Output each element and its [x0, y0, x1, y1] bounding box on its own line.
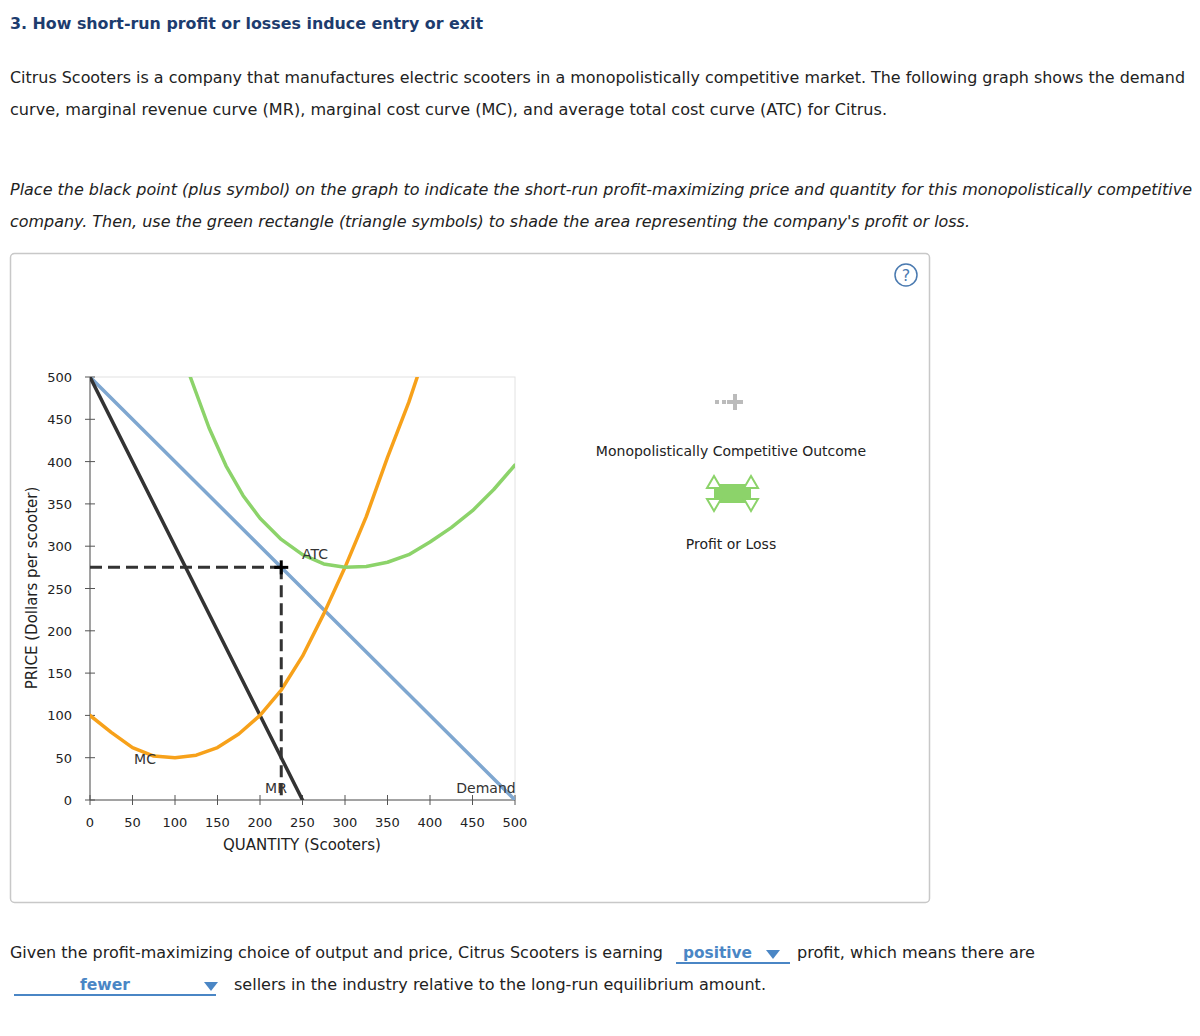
instruction-line: company. Then, use the green rectangle (…	[10, 212, 970, 231]
area-handle	[707, 499, 721, 511]
y-tick	[85, 503, 95, 504]
dropdown-arrow	[766, 950, 780, 959]
area-handle	[744, 499, 758, 511]
y-tick-label: 200	[47, 624, 72, 639]
x-tick-label: 200	[248, 815, 273, 830]
y-tick-label: 350	[47, 497, 72, 512]
y-tick-label: 150	[47, 666, 72, 681]
y-tick	[85, 588, 95, 589]
answer-text: profit, which means there are	[797, 943, 1035, 962]
curve-label: ATC	[302, 546, 328, 562]
palette-point-label: Monopolistically Competitive Outcome	[596, 443, 866, 459]
x-tick-label: 100	[163, 815, 188, 830]
x-tick-label: 350	[375, 815, 400, 830]
palette-area-label: Profit or Loss	[686, 536, 776, 552]
x-tick	[175, 795, 176, 805]
dropdown-underline	[14, 994, 216, 996]
plus-v	[733, 394, 737, 410]
y-tick	[85, 673, 95, 674]
outcome-point[interactable]	[274, 560, 288, 574]
y-tick-label: 400	[47, 455, 72, 470]
x-tick-label: 50	[124, 815, 141, 830]
y-tick	[85, 546, 95, 547]
curve-mr	[90, 377, 303, 800]
x-tick-label: 150	[205, 815, 230, 830]
y-axis-label: PRICE (Dollars per scooter)	[23, 487, 41, 690]
palette-point[interactable]	[715, 394, 743, 410]
dropdown[interactable]: fewer	[14, 975, 218, 995]
plot-frame	[90, 377, 515, 800]
x-tick-label: 0	[86, 815, 94, 830]
curve-label: Demand	[456, 780, 515, 796]
graph-panel	[11, 254, 930, 903]
x-tick	[260, 795, 261, 805]
area-handle	[707, 476, 721, 488]
area-handle	[744, 476, 758, 488]
curves	[90, 377, 515, 800]
y-tick-label: 50	[55, 751, 72, 766]
curve-label: MC	[134, 751, 156, 767]
curve-demand	[90, 377, 515, 800]
x-tick-label: 500	[503, 815, 528, 830]
y-tick-label: 100	[47, 708, 72, 723]
x-tick	[217, 795, 218, 805]
dropdown-value[interactable]: positive	[683, 943, 752, 962]
guide-vertical	[280, 567, 283, 800]
instruction-line: Place the black point (plus symbol) on t…	[10, 180, 1192, 199]
x-tick-label: 300	[333, 815, 358, 830]
x-tick	[132, 795, 133, 805]
answer-text: Given the profit-maximizing choice of ou…	[10, 943, 663, 962]
plus-v	[280, 560, 283, 574]
y-tick	[85, 757, 95, 758]
dropdown-value[interactable]: fewer	[80, 975, 130, 994]
help-text[interactable]: ?	[902, 266, 911, 285]
y-tick	[85, 461, 95, 462]
y-tick-label: 450	[47, 412, 72, 427]
plus-dot	[722, 400, 726, 404]
y-tick	[85, 630, 95, 631]
heading: 3. How short-run profit or losses induce…	[10, 14, 483, 33]
x-tick-label: 450	[460, 815, 485, 830]
plus-dot	[715, 400, 719, 404]
intro-line: Citrus Scooters is a company that manufa…	[10, 68, 1185, 87]
x-tick	[472, 795, 473, 805]
x-tick-label: 250	[290, 815, 315, 830]
x-tick-label: 400	[418, 815, 443, 830]
y-tick	[85, 419, 95, 420]
x-tick	[90, 795, 91, 805]
page: 3. How short-run profit or losses induce…	[0, 0, 1200, 1036]
y-tick-label: 250	[47, 582, 72, 597]
intro-line: curve, marginal revenue curve (MR), marg…	[10, 100, 887, 119]
dropdown-underline	[676, 962, 790, 964]
dropdown[interactable]: positive	[676, 943, 790, 963]
y-tick-label: 0	[64, 793, 72, 808]
curve-atc	[190, 377, 515, 567]
help-button[interactable]	[895, 264, 917, 286]
y-tick-label: 500	[47, 370, 72, 385]
x-tick	[387, 795, 388, 805]
x-tick	[430, 795, 431, 805]
x-axis-label: QUANTITY (Scooters)	[223, 836, 381, 854]
dropdown-arrow	[204, 982, 218, 991]
curve-label: MR	[265, 780, 287, 796]
palette-area[interactable]	[707, 476, 758, 511]
y-tick-label: 300	[47, 539, 72, 554]
x-tick	[345, 795, 346, 805]
guide-horizontal	[90, 566, 281, 569]
answer-text: sellers in the industry relative to the …	[234, 975, 766, 994]
